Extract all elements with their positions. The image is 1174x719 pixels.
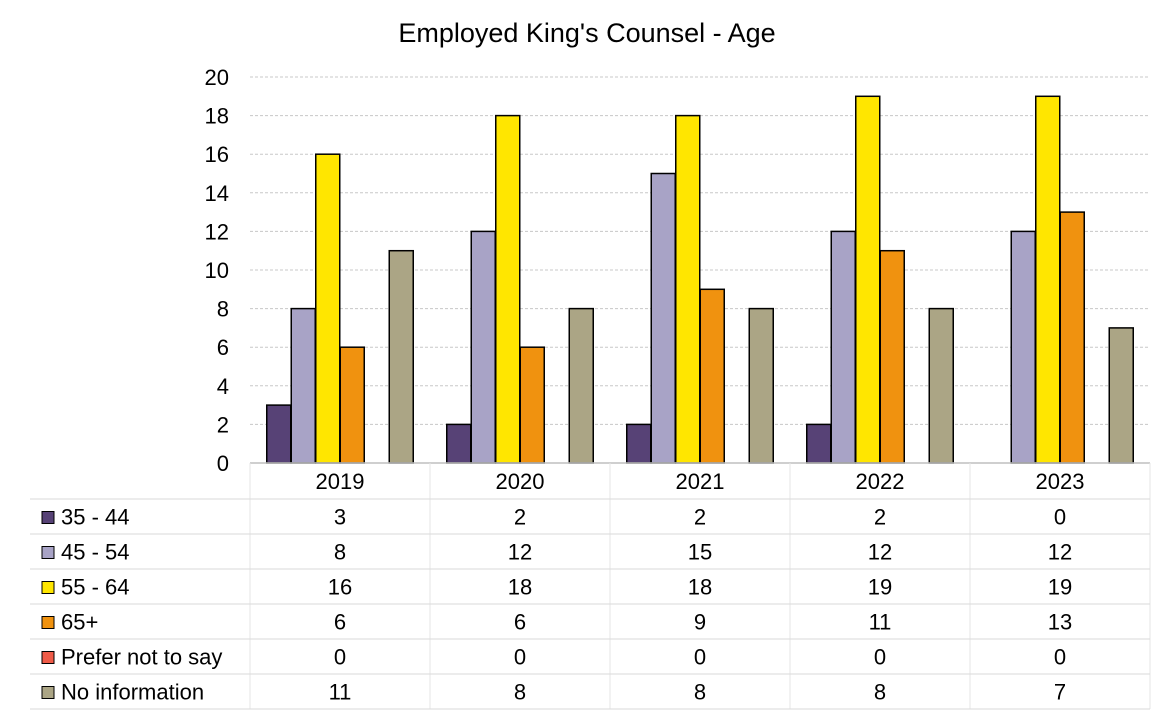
y-tick-label: 18: [205, 104, 229, 129]
y-axis-tick-labels: 0 2 4 6 8 10 12 14 16 18 20: [205, 65, 229, 476]
y-tick-label: 12: [205, 219, 229, 244]
y-tick-label: 4: [217, 374, 229, 399]
legend-swatch: [41, 686, 55, 699]
table-cell-value: 11: [329, 680, 352, 705]
bar: [626, 423, 652, 464]
y-tick-label: 0: [217, 451, 229, 476]
x-tick-label: 2022: [856, 469, 905, 494]
table-cell-value: 12: [508, 540, 532, 565]
table-cell-value: 8: [874, 680, 886, 705]
y-tick-label: 10: [205, 258, 229, 283]
bar: [290, 307, 316, 464]
legend-label: Prefer not to say: [61, 645, 222, 670]
table-cell-value: 8: [514, 680, 526, 705]
table-cell-value: 0: [874, 645, 886, 670]
y-tick-label: 16: [205, 142, 229, 167]
bar: [1010, 230, 1036, 464]
bar: [928, 307, 954, 464]
y-tick-label: 2: [217, 412, 229, 437]
x-tick-label: 2021: [676, 469, 725, 494]
table-cell-value: 8: [694, 680, 706, 705]
table-cell-value: 0: [1054, 505, 1066, 530]
bar: [1059, 211, 1085, 464]
table-cell-value: 19: [1048, 575, 1072, 600]
bar: [470, 230, 496, 464]
legend-swatch: [41, 581, 55, 594]
legend-swatch: [41, 511, 55, 524]
table-cell-value: 19: [868, 575, 892, 600]
bar: [748, 307, 774, 464]
table-cell-value: 2: [874, 505, 886, 530]
bar: [1035, 95, 1061, 464]
y-tick-label: 8: [217, 297, 229, 322]
bar: [699, 288, 725, 464]
legend-swatch: [41, 616, 55, 629]
table-cell-value: 16: [328, 575, 352, 600]
x-tick-label: 2023: [1036, 469, 1085, 494]
chart-title: Employed King's Counsel - Age: [398, 18, 775, 48]
table-cell-value: 0: [514, 645, 526, 670]
bar: [650, 172, 676, 464]
table-cell-value: 2: [514, 505, 526, 530]
legend-swatch: [41, 651, 55, 664]
bar: [879, 249, 905, 464]
bar: [806, 423, 832, 464]
bar: [446, 423, 472, 464]
table-cell-value: 0: [1054, 645, 1066, 670]
bar: [1108, 327, 1134, 464]
bar: [339, 346, 365, 464]
bar: [495, 114, 521, 464]
bars: [266, 95, 1134, 464]
data-table: 35 - 44 3 2 2 2 0 45 - 54 8 12 15 12 12 55 - 64 16 18 1…: [30, 463, 1151, 710]
table-cell-value: 2: [694, 505, 706, 530]
bar: [830, 230, 856, 464]
bar: [315, 153, 341, 464]
table-cell-value: 15: [688, 540, 712, 565]
legend-label: 65+: [61, 610, 98, 635]
table-cell-value: 0: [694, 645, 706, 670]
table-cell-value: 8: [334, 540, 346, 565]
y-tick-label: 20: [205, 65, 229, 90]
x-axis: 2019 2020 2021 2022 2023: [250, 462, 1150, 494]
legend-label: 45 - 54: [61, 540, 130, 565]
bar: [568, 307, 594, 464]
table-cell-value: 12: [868, 540, 892, 565]
x-tick-label: 2019: [316, 469, 365, 494]
x-tick-label: 2020: [496, 469, 545, 494]
y-tick-label: 6: [217, 335, 229, 360]
legend-label: 55 - 64: [61, 575, 130, 600]
legend-swatch: [41, 546, 55, 559]
table-cell-value: 6: [514, 610, 526, 635]
table-cell-value: 3: [334, 505, 346, 530]
legend-label: 35 - 44: [61, 505, 130, 530]
legend-label: No information: [61, 680, 204, 705]
table-cell-value: 18: [688, 575, 712, 600]
table-cell-value: 9: [694, 610, 706, 635]
y-tick-label: 14: [205, 181, 229, 206]
bar: [855, 95, 881, 464]
bar: [675, 114, 701, 464]
table-cell-value: 12: [1048, 540, 1072, 565]
table-cell-value: 11: [869, 610, 892, 635]
bar: [388, 249, 414, 464]
table-cell-value: 18: [508, 575, 532, 600]
table-cell-value: 6: [334, 610, 346, 635]
bar: [266, 404, 292, 464]
table-cell-value: 7: [1054, 680, 1066, 705]
bar: [519, 346, 545, 464]
table-cell-value: 13: [1048, 610, 1072, 635]
table-cell-value: 0: [334, 645, 346, 670]
